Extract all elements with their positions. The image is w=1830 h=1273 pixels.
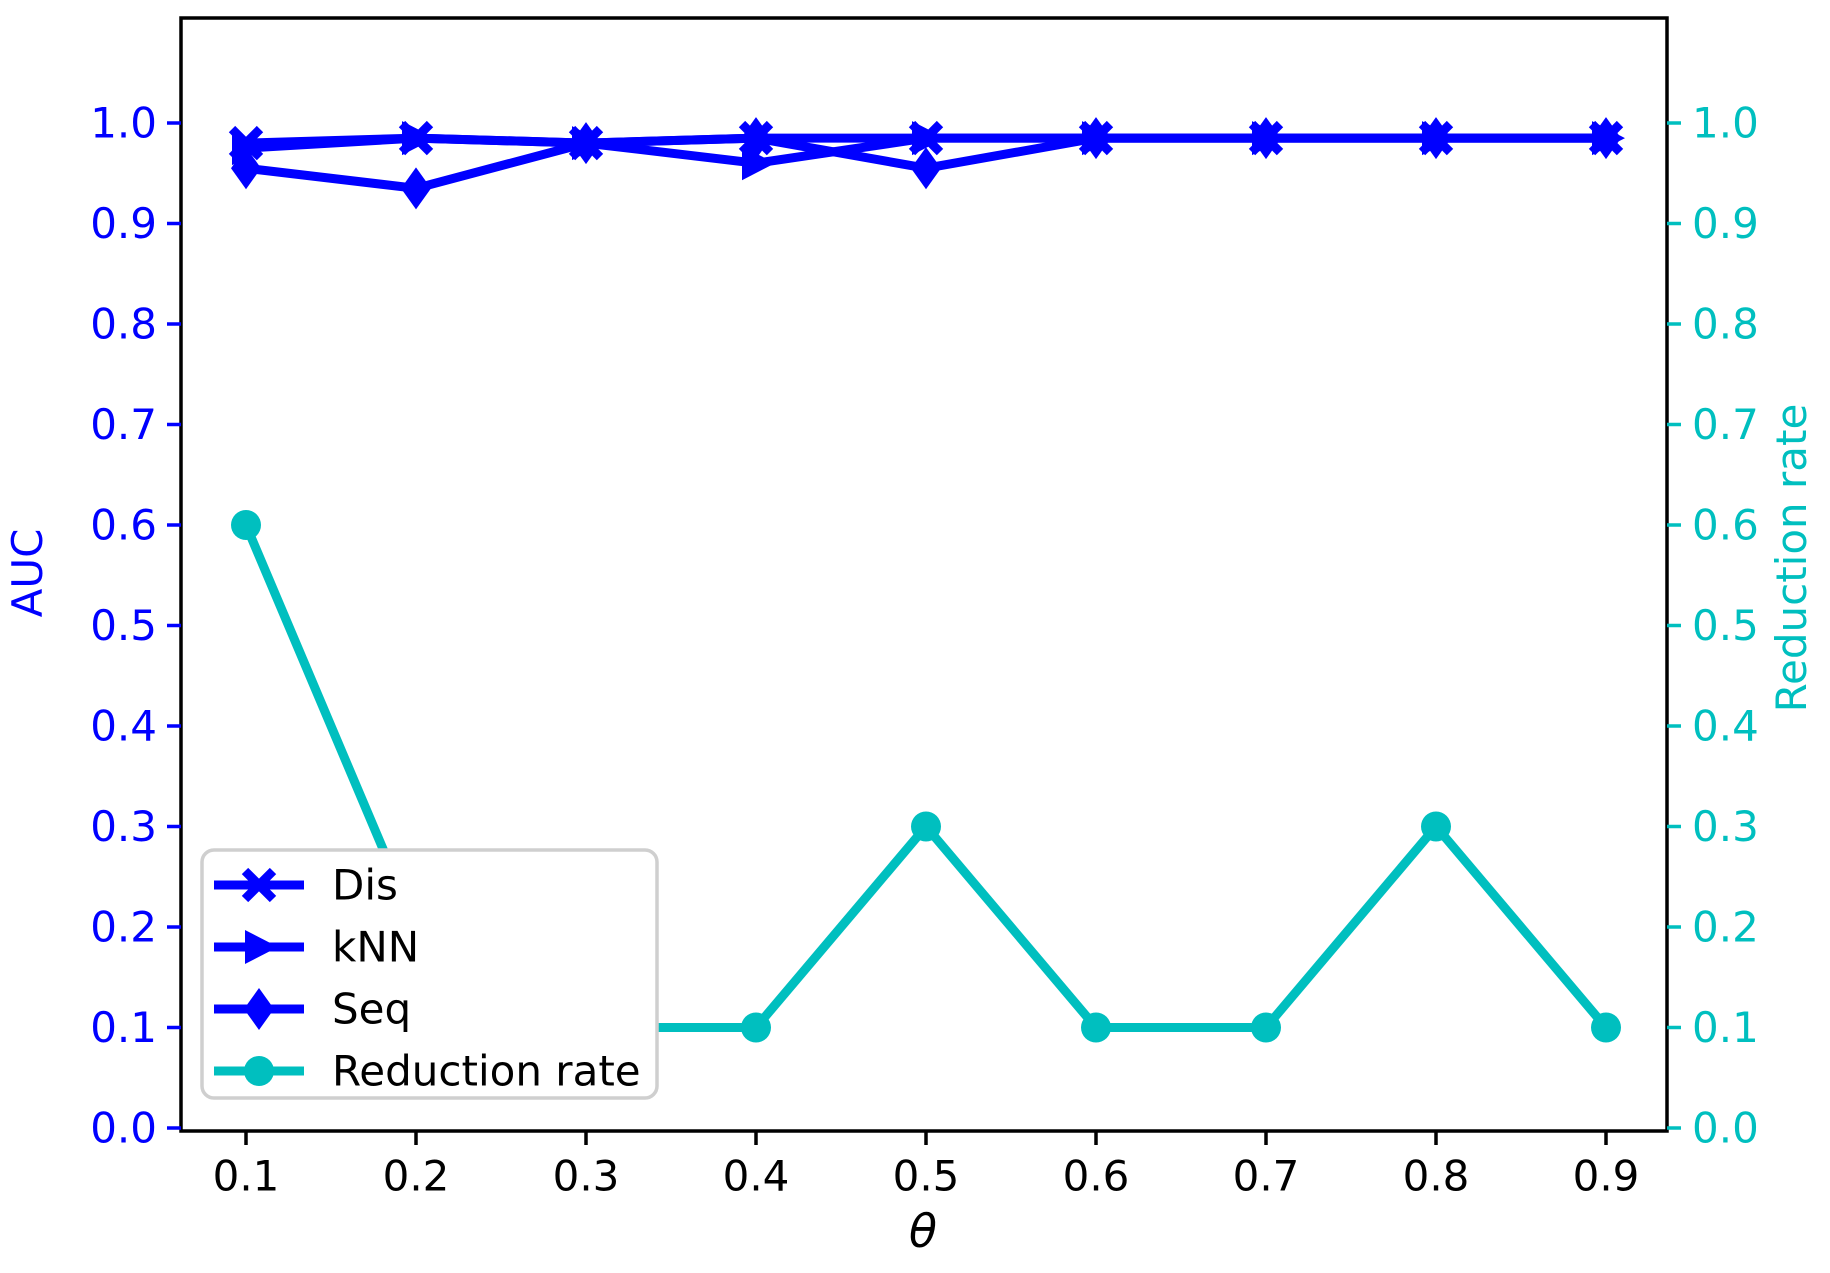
y-tick-label-right: 0.9 <box>1692 199 1759 248</box>
y-tick-label-right: 0.4 <box>1692 702 1759 751</box>
y-tick-label-left: 0.3 <box>90 802 157 851</box>
datapoint-seq-0.8 <box>1421 117 1451 160</box>
legend-label-dis: Dis <box>332 861 398 910</box>
y-tick-label-left: 0.1 <box>90 1003 157 1052</box>
x-tick-label: 0.6 <box>1063 1152 1130 1201</box>
legend-label-knn: kNN <box>332 923 419 972</box>
legend-label-reduction-rate: Reduction rate <box>332 1047 641 1096</box>
y-tick-label-right: 0.8 <box>1692 300 1759 349</box>
y-tick-label-left: 0.6 <box>90 501 157 550</box>
x-tick-label: 0.9 <box>1573 1152 1640 1201</box>
datapoint-reduction-rate-0.9 <box>1591 1012 1621 1043</box>
y-tick-label-right: 0.1 <box>1692 1003 1759 1052</box>
plot-border <box>179 16 1669 1133</box>
datapoint-seq-0.9 <box>1591 117 1621 160</box>
y-tick-label-left: 0.2 <box>90 903 157 952</box>
legend-marker-reduction-rate <box>244 1056 274 1086</box>
y-tick-label-left: 0.7 <box>90 400 157 449</box>
datapoint-reduction-rate-0.8 <box>1421 811 1451 842</box>
y-tick-label-right: 0.0 <box>1692 1104 1759 1153</box>
y-tick-label-right: 0.2 <box>1692 903 1759 952</box>
chart-layer: 0.1 0.2 0.3 0.4 0.5 0.6 0.7 0.8 0.9 0.0 0.0 0.1 0.1 0… <box>90 16 1759 1201</box>
datapoint-seq-0.1 <box>231 147 261 190</box>
legend-marker-knn <box>245 930 278 964</box>
y-axis-label-right: Reduction rate <box>1767 404 1816 713</box>
legend-marker-dis <box>241 867 277 903</box>
x-tick-label: 0.1 <box>213 1152 280 1201</box>
x-tick-label: 0.5 <box>893 1152 960 1201</box>
y-tick-label-left: 1.0 <box>90 99 157 148</box>
datapoint-seq-0.3 <box>571 122 601 165</box>
y-tick-label-left: 0.8 <box>90 300 157 349</box>
y-tick-label-left: 0.4 <box>90 702 157 751</box>
y-tick-label-left: 0.5 <box>90 601 157 650</box>
y-tick-label-right: 0.5 <box>1692 601 1759 650</box>
x-tick-label: 0.8 <box>1403 1152 1470 1201</box>
y-tick-label-right: 0.7 <box>1692 400 1759 449</box>
legend-box <box>200 848 659 1100</box>
datapoint-seq-0.2 <box>401 167 431 210</box>
legend-label-seq: Seq <box>332 985 411 1034</box>
datapoint-knn-0.5 <box>912 121 945 156</box>
datapoint-reduction-rate-0.7 <box>1251 1012 1281 1043</box>
y-tick-label-right: 1.0 <box>1692 99 1759 148</box>
x-tick-label: 0.3 <box>553 1152 620 1201</box>
y-tick-label-left: 0.0 <box>90 1104 157 1153</box>
datapoint-seq-0.4 <box>741 117 771 160</box>
datapoint-seq-0.6 <box>1081 117 1111 160</box>
datapoint-reduction-rate-0.5 <box>911 811 941 842</box>
y-tick-label-left: 0.9 <box>90 199 157 248</box>
datapoint-reduction-rate-0.6 <box>1081 1012 1111 1043</box>
x-tick-label: 0.2 <box>383 1152 450 1201</box>
datapoint-seq-0.5 <box>911 147 941 190</box>
x-tick-label: 0.7 <box>1233 1152 1300 1201</box>
y-tick-label-right: 0.6 <box>1692 501 1759 550</box>
x-tick-label: 0.4 <box>723 1152 790 1201</box>
datapoint-reduction-rate-0.4 <box>741 1012 771 1043</box>
x-axis-label: θ <box>909 1204 937 1258</box>
datapoint-knn-0.4 <box>742 146 775 181</box>
datapoint-seq-0.7 <box>1251 117 1281 160</box>
y-tick-label-right: 0.3 <box>1692 802 1759 851</box>
legend-marker-seq <box>244 988 274 1030</box>
y-axis-label-left: AUC <box>3 529 52 618</box>
datapoint-knn-0.2 <box>402 121 435 156</box>
datapoint-reduction-rate-0.1 <box>231 510 261 540</box>
